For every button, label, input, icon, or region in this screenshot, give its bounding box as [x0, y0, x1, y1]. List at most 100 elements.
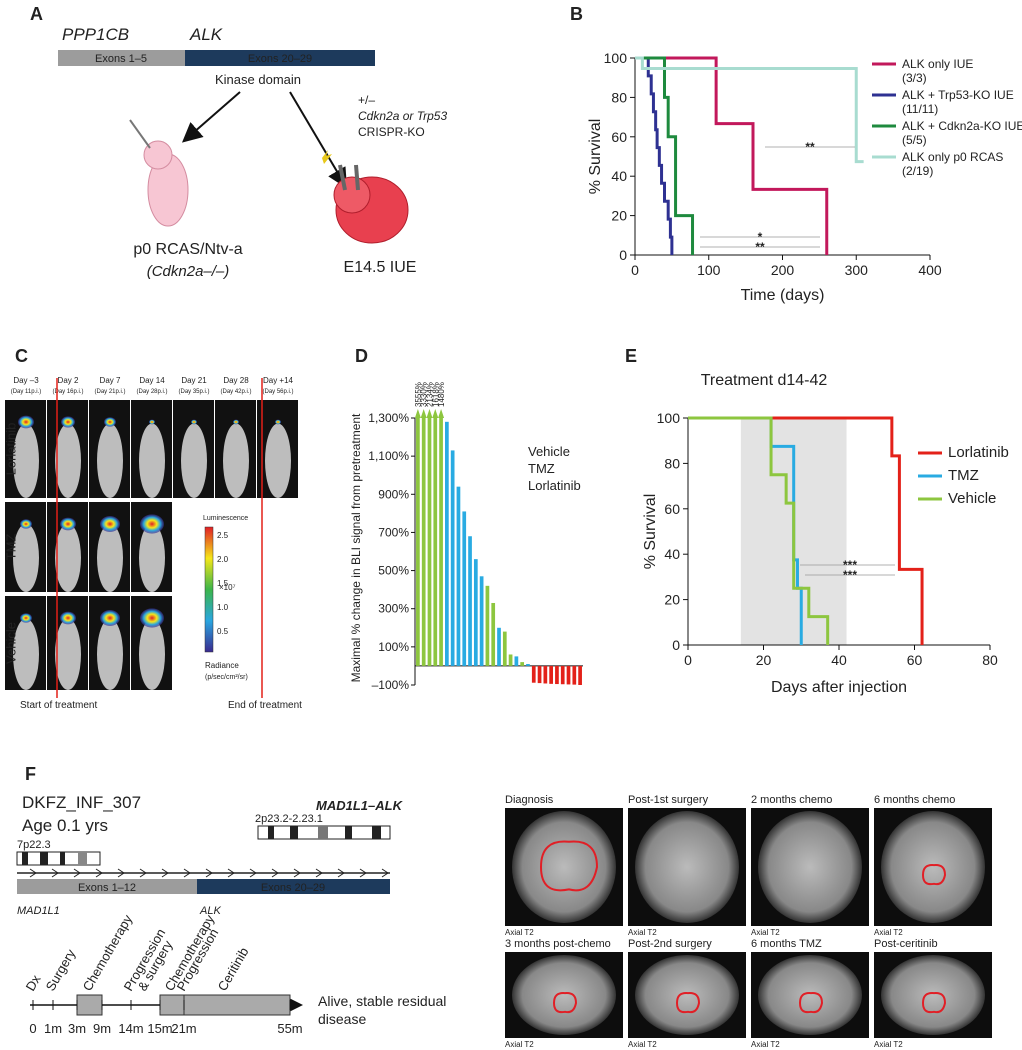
strand-arrow	[161, 868, 169, 878]
legend-label: ALK only IUE	[902, 57, 973, 71]
strand-arrow	[139, 868, 147, 878]
bar	[450, 450, 455, 666]
significance: ***	[843, 558, 857, 572]
x-axis-label: Time (days)	[741, 287, 825, 304]
mouse	[143, 140, 173, 170]
mouse-body	[139, 423, 165, 499]
x-tick-label: 400	[918, 262, 942, 278]
survival-curve	[635, 56, 829, 255]
y-tick-label: 1,100%	[368, 449, 409, 463]
panel-label: F	[25, 764, 36, 784]
brain	[758, 955, 862, 1035]
mri-caption: 6 months chemo	[874, 794, 955, 806]
bar	[473, 559, 478, 666]
y-tick-label: 80	[611, 89, 627, 105]
day-label: (Day 16p.i.)	[52, 389, 83, 395]
event-label: Dx	[23, 972, 44, 994]
bar	[543, 665, 548, 684]
value-label: 2134%	[425, 382, 434, 407]
treatment-note: End of treatment	[228, 700, 302, 711]
y-axis-label: % Survival	[642, 494, 659, 570]
y-tick-label: 80	[664, 455, 680, 471]
exon-label: Exons 1–5	[95, 53, 147, 65]
model-label: (Cdkn2a–/–)	[147, 263, 230, 280]
colorbar	[204, 526, 214, 653]
x-tick-label: 20	[756, 652, 772, 668]
survival-curve	[688, 416, 924, 645]
tumor-outline	[552, 992, 578, 1014]
y-tick-label: 40	[611, 168, 627, 184]
bar	[560, 665, 565, 685]
day-label: Day –3	[13, 376, 39, 385]
arrow	[181, 91, 241, 143]
bli-signal	[104, 417, 116, 427]
event-label: Surgery	[43, 946, 79, 993]
bar	[445, 421, 449, 666]
bli-signal	[275, 419, 281, 425]
mouse-body	[97, 618, 123, 691]
outcome: Alive, stable residual disease	[318, 993, 447, 1027]
treatment-note: Start of treatment	[20, 700, 97, 711]
strand-arrow	[359, 868, 367, 878]
mouse-body	[55, 523, 81, 592]
mouse-body	[181, 423, 207, 499]
day-label: Day 28	[223, 376, 249, 385]
strand-arrow	[271, 868, 279, 878]
day-label: (Day 42p.i.)	[220, 389, 251, 395]
y-tick-label: 0	[672, 637, 680, 653]
colorbar-tick: 2.0	[217, 555, 229, 564]
arrow	[289, 91, 348, 189]
bar	[421, 415, 426, 666]
panel-label: B	[570, 4, 583, 24]
exon-block	[197, 879, 390, 894]
bar	[439, 415, 443, 666]
bli-signal	[60, 517, 76, 531]
significance: **	[805, 140, 815, 154]
y-tick-label: 500%	[378, 564, 409, 578]
bli-signal	[100, 516, 120, 532]
bar	[537, 665, 542, 684]
annotation: CRISPR-KO	[358, 125, 425, 139]
time-label: 55m	[277, 1021, 302, 1036]
brain	[881, 955, 985, 1035]
band	[22, 852, 28, 865]
time-label: 21m	[171, 1021, 196, 1036]
gene-block	[185, 50, 375, 66]
legend-label: TMZ	[528, 461, 555, 476]
mouse-body	[55, 618, 81, 691]
needle	[129, 119, 151, 149]
spark	[322, 150, 332, 164]
legend-count: (5/5)	[902, 133, 927, 147]
electrode	[338, 164, 347, 191]
y-tick-label: 100	[657, 410, 681, 426]
band	[345, 826, 352, 839]
value-label: 1480%	[437, 382, 446, 407]
strand-arrow	[29, 868, 37, 878]
day-label: Day +14	[263, 376, 294, 385]
y-tick-label: 900%	[378, 487, 409, 501]
row-label: TMZ	[3, 534, 18, 561]
significance: **	[755, 240, 765, 254]
y-tick-label: 300%	[378, 602, 409, 616]
brain	[635, 811, 739, 923]
panel-label: E	[625, 346, 637, 366]
bar	[508, 654, 513, 666]
colorbar-tick: 1.0	[217, 603, 229, 612]
y-axis-label: Maximal % change in BLI signal from pret…	[349, 413, 363, 682]
mouse-body	[97, 423, 123, 499]
x-tick-label: 200	[771, 262, 795, 278]
tumor-outline	[921, 864, 947, 886]
ideogram	[16, 851, 101, 866]
mouse-body	[139, 618, 165, 691]
bar	[491, 602, 496, 666]
bar	[502, 631, 507, 666]
overflow-arrow	[438, 409, 445, 418]
legend-count: (11/11)	[902, 102, 938, 116]
legend-label: ALK + Trp53-KO IUE	[902, 88, 1014, 102]
exon-label: Exons 20–29	[261, 882, 325, 894]
strand-arrow	[315, 868, 323, 878]
bar	[531, 665, 536, 683]
significance: *	[758, 230, 763, 244]
colorbar-unit: (p/sec/cm²/sr)	[205, 674, 248, 681]
